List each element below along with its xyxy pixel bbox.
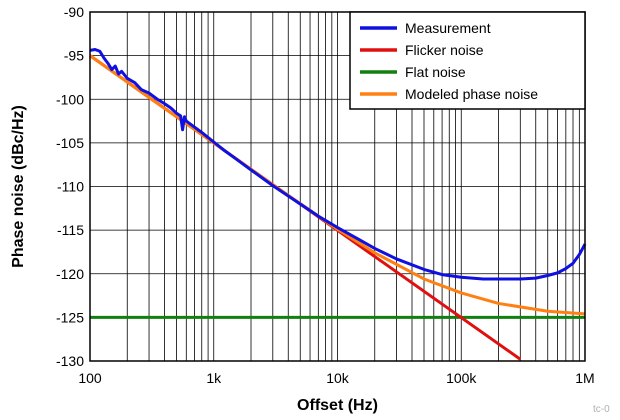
y-axis-title: Phase noise (dBc/Hz): [10, 105, 27, 268]
grid-lines: [90, 12, 585, 361]
y-tick-label: -95: [64, 48, 84, 64]
y-tick-label: -130: [56, 353, 84, 369]
legend-label: Flicker noise: [405, 42, 484, 58]
y-tick-label: -125: [56, 309, 84, 325]
x-tick-label: 100k: [446, 370, 477, 386]
x-tick-label: 1k: [206, 370, 222, 386]
tick-labels: 100 1k 10k 100k 1M -90 -95 -100 -105 -110 -115 -120…: [56, 4, 595, 386]
y-tick-label: -100: [56, 91, 84, 107]
legend: Measurement Flicker noise Flat noise Modele…: [349, 11, 586, 110]
series-line-measurement: [89, 48, 587, 281]
watermark-text: tc-0: [593, 404, 610, 415]
plot-frame: [89, 11, 586, 362]
series-line-modeled-phase-noise: [89, 54, 586, 316]
series-lines: [89, 48, 587, 361]
x-tick-label: 10k: [326, 370, 350, 386]
y-tick-label: -90: [64, 4, 84, 20]
y-tick-label: -110: [57, 179, 84, 195]
x-tick-label: 100: [78, 370, 102, 386]
legend-label: Flat noise: [405, 64, 466, 80]
legend-label: Modeled phase noise: [405, 86, 538, 102]
y-tick-label: -115: [57, 222, 84, 238]
y-tick-label: -105: [56, 135, 84, 151]
x-axis-title: Offset (Hz): [297, 397, 378, 414]
x-tick-label: 1M: [575, 370, 594, 386]
y-tick-label: -120: [56, 266, 84, 282]
legend-label: Measurement: [405, 20, 491, 36]
